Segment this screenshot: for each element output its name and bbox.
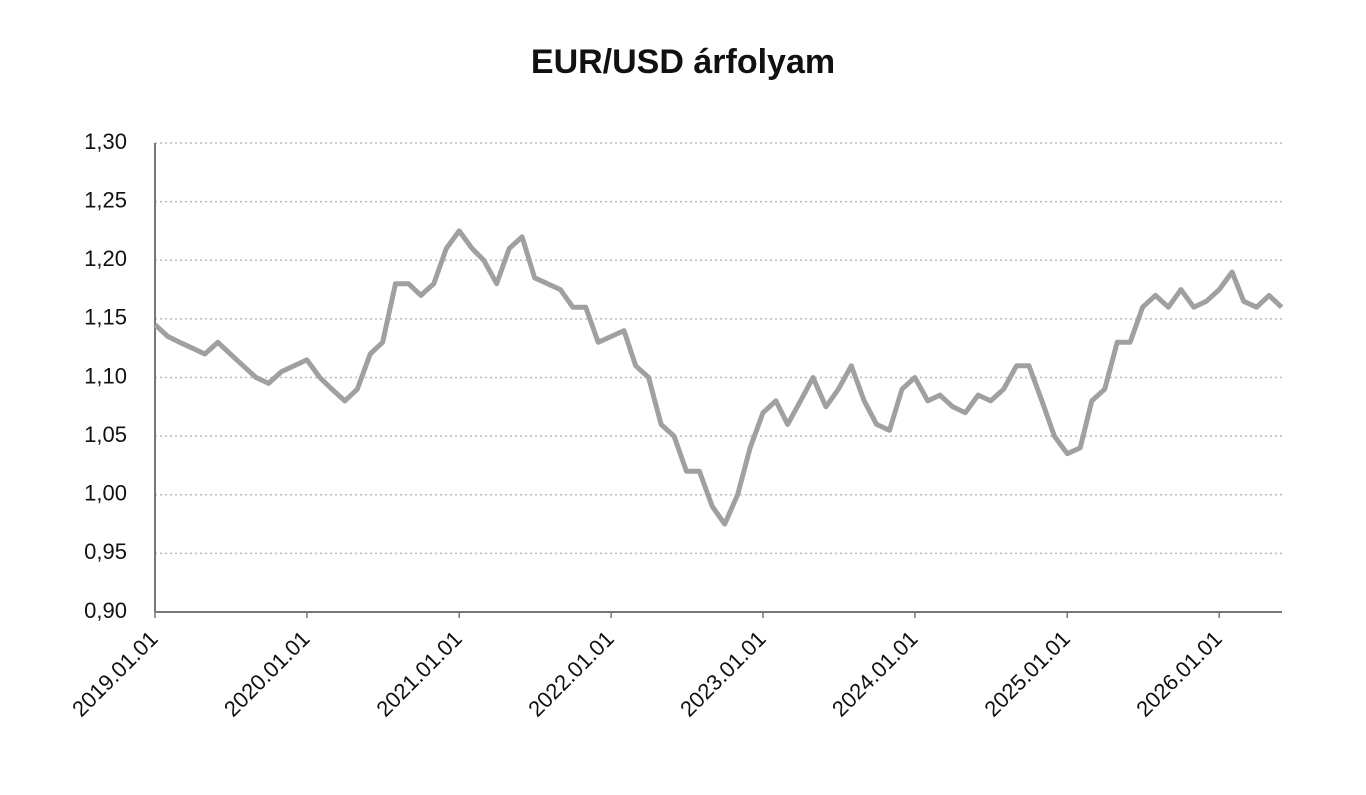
y-tick-label: 1,15 [84,305,127,330]
x-tick-label: 2025.01.01 [979,626,1075,722]
y-tick-label: 0,90 [84,598,127,623]
y-tick-label: 1,30 [84,129,127,154]
y-tick-label: 1,05 [84,422,127,447]
y-tick-label: 1,20 [84,246,127,271]
y-tick-label: 0,95 [84,539,127,564]
x-tick-label: 2019.01.01 [67,626,163,722]
chart-title: EUR/USD árfolyam [531,43,835,81]
x-tick-label: 2021.01.01 [371,626,467,722]
data-line [153,228,1284,527]
x-tick-label: 2020.01.01 [219,626,315,722]
y-tick-label: 1,00 [84,481,127,506]
x-tick-label: 2026.01.01 [1131,626,1227,722]
x-tick-label: 2022.01.01 [523,626,619,722]
x-tick-label: 2024.01.01 [827,626,923,722]
x-tick-label: 2023.01.01 [675,626,771,722]
y-tick-label: 1,10 [84,363,127,388]
y-tick-label: 1,25 [84,187,127,212]
